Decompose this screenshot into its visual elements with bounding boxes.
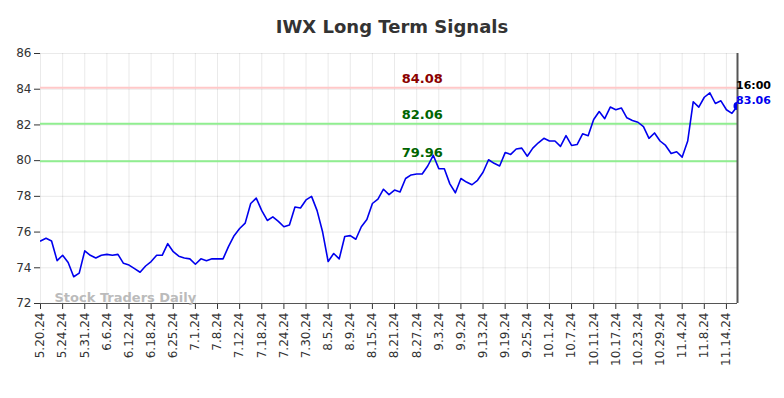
svg-text:86: 86 xyxy=(16,46,31,60)
svg-text:83.06: 83.06 xyxy=(736,94,771,107)
svg-text:11.4.24: 11.4.24 xyxy=(675,313,689,359)
svg-text:11.8.24: 11.8.24 xyxy=(697,313,711,359)
svg-text:9.9.24: 9.9.24 xyxy=(454,313,468,351)
html-text:IWX Long Term Signals: IWX Long Term Signals xyxy=(275,16,509,37)
svg-text:Stock Traders Daily: Stock Traders Daily xyxy=(55,290,197,305)
svg-text:6.25.24: 6.25.24 xyxy=(166,313,180,359)
svg-text:9.13.24: 9.13.24 xyxy=(476,313,490,359)
svg-text:10.23.24: 10.23.24 xyxy=(631,313,645,366)
svg-text:10.17.24: 10.17.24 xyxy=(609,313,623,366)
svg-text:9.3.24: 9.3.24 xyxy=(432,313,446,351)
svg-text:7.18.24: 7.18.24 xyxy=(255,313,269,359)
svg-text:8.21.24: 8.21.24 xyxy=(387,313,401,359)
svg-text:9.19.24: 9.19.24 xyxy=(498,313,512,359)
svg-text:8.5.24: 8.5.24 xyxy=(321,313,335,351)
svg-text:10.7.24: 10.7.24 xyxy=(564,313,578,359)
svg-text:5.24.24: 5.24.24 xyxy=(55,313,69,359)
svg-text:74: 74 xyxy=(16,261,31,275)
svg-text:7.12.24: 7.12.24 xyxy=(232,313,246,359)
svg-text:84.08: 84.08 xyxy=(402,71,443,86)
svg-text:7.1.24: 7.1.24 xyxy=(188,313,202,351)
svg-text:7.24.24: 7.24.24 xyxy=(277,313,291,359)
svg-text:8.9.24: 8.9.24 xyxy=(343,313,357,351)
svg-text:76: 76 xyxy=(16,225,31,239)
svg-text:6.12.24: 6.12.24 xyxy=(122,313,136,359)
svg-text:11.14.24: 11.14.24 xyxy=(719,313,733,366)
svg-text:72: 72 xyxy=(16,296,31,310)
svg-text:5.20.24: 5.20.24 xyxy=(33,313,47,359)
svg-text:82: 82 xyxy=(16,118,31,132)
svg-text:10.1.24: 10.1.24 xyxy=(542,313,556,359)
svg-text:84: 84 xyxy=(16,82,31,96)
svg-text:78: 78 xyxy=(16,189,31,203)
svg-text:7.30.24: 7.30.24 xyxy=(299,313,313,359)
svg-text:6.6.24: 6.6.24 xyxy=(100,313,114,351)
svg-text:79.96: 79.96 xyxy=(402,145,443,160)
svg-text:10.11.24: 10.11.24 xyxy=(587,313,601,366)
svg-text:10.29.24: 10.29.24 xyxy=(653,313,667,366)
svg-text:82.06: 82.06 xyxy=(402,107,443,122)
svg-text:9.25.24: 9.25.24 xyxy=(520,313,534,359)
svg-text:5.31.24: 5.31.24 xyxy=(78,313,92,359)
svg-text:8.15.24: 8.15.24 xyxy=(365,313,379,359)
svg-text:80: 80 xyxy=(16,153,31,167)
svg-text:8.27.24: 8.27.24 xyxy=(409,313,423,359)
svg-text:6.18.24: 6.18.24 xyxy=(144,313,158,359)
svg-text:16:00: 16:00 xyxy=(736,79,771,92)
svg-text:7.8.24: 7.8.24 xyxy=(210,313,224,351)
